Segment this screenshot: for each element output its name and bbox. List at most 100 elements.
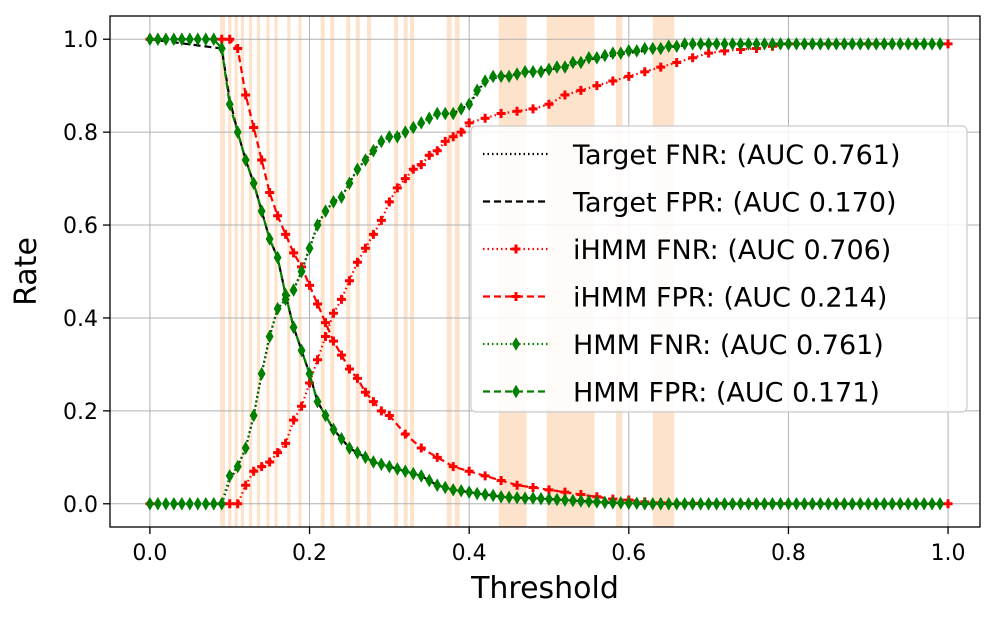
series-4-point [800,37,809,51]
series-5-point [816,496,825,511]
series-2-point [688,53,698,63]
series-4-point [808,37,817,51]
series-3-point [313,299,323,309]
series-4-point [249,408,258,423]
series-4-point [848,37,857,51]
series-4-point [217,496,226,511]
legend-item-3: iHMM FPR: (AUC 0.214) [483,283,887,314]
highlight-band-7 [274,16,278,527]
highlight-band-15 [394,16,399,527]
series-2-point [257,462,267,472]
series-2-point [496,109,506,119]
series-5-point [648,496,657,511]
series-2-point [464,118,474,128]
y-axis-label: Rate [9,237,44,306]
series-5-point [145,32,154,47]
series-5-point [417,469,426,483]
series-3-point [225,34,235,44]
series-5-point [305,366,314,381]
series-4-point [776,37,785,51]
series-3-point [448,462,458,472]
series-5-point [672,496,681,511]
series-2-point [392,183,402,193]
highlight-band-18 [446,16,452,527]
series-5-point [257,204,266,218]
series-4-point [353,162,362,177]
series-4-point [161,496,170,511]
series-4-point [576,55,585,70]
series-2-point [408,164,418,174]
series-2-point [656,62,666,72]
highlight-band-8 [287,16,291,527]
series-4-point [209,496,218,511]
series-4-point [169,496,178,511]
series-4-point [529,64,537,79]
series-5-point [792,496,801,511]
series-3-point [384,411,394,421]
series-3-point [241,90,251,100]
series-5-point [241,153,250,167]
series-2-point [241,480,251,490]
series-4-point [513,67,522,81]
series-5-point [529,491,537,505]
series-4-point [920,37,929,51]
series-5-point [433,478,442,492]
series-4-point [457,102,466,116]
highlight-band-19 [454,16,460,527]
legend-marker [512,384,520,399]
legend-marker [511,244,521,254]
series-3-point [336,350,346,360]
series-5-point [297,343,306,358]
legend-label: Target FPR: (AUC 0.170) [572,188,897,219]
series-5-point [489,488,498,503]
series-4-point [345,176,354,191]
series-2-point [480,113,490,123]
series-3-point [360,387,370,397]
series-4-point [305,241,314,256]
series-4-point [241,441,250,455]
series-5-point [808,496,817,511]
legend-item-5: HMM FPR: (AUC 0.171) [483,378,880,409]
series-4-point [377,134,386,149]
series-5-point [361,450,370,465]
series-4-point [584,51,593,65]
series-4-point [313,218,322,232]
series-4-point [337,190,346,204]
series-5-point [161,32,170,47]
series-4-point [193,496,202,511]
series-4-point [792,37,801,51]
series-4-point [760,37,769,51]
series-2-point [943,39,953,49]
series-5-point [169,32,178,47]
series-5-point [345,441,354,455]
series-2-point [672,57,682,67]
series-4-point [648,41,657,56]
series-5-point [281,287,290,302]
series-4-point [712,37,721,51]
series-2-point [368,229,378,239]
series-3-point [249,122,259,132]
series-4-point [505,69,514,84]
series-5-point [768,496,777,511]
series-4-point [265,329,274,344]
series-4-point [273,301,282,316]
series-4-point [465,97,474,112]
series-5-point [912,496,921,511]
series-5-point [337,431,346,446]
series-2-point [416,160,426,170]
y-tick-label: 0.0 [63,493,98,518]
series-4-point [385,129,394,144]
series-3-point [281,229,291,239]
legend-label: HMM FPR: (AUC 0.171) [573,378,880,409]
series-5-point [880,496,889,511]
series-5-point [696,496,705,511]
series-4-point [736,37,745,51]
series-5-point [321,408,330,423]
series-5-point [521,491,530,505]
series-4-point [784,37,793,51]
series-5-point [568,493,577,508]
series-3-point [480,471,490,481]
series-2-point [384,197,394,207]
series-5-point [616,496,625,510]
series-2-point [608,76,618,86]
